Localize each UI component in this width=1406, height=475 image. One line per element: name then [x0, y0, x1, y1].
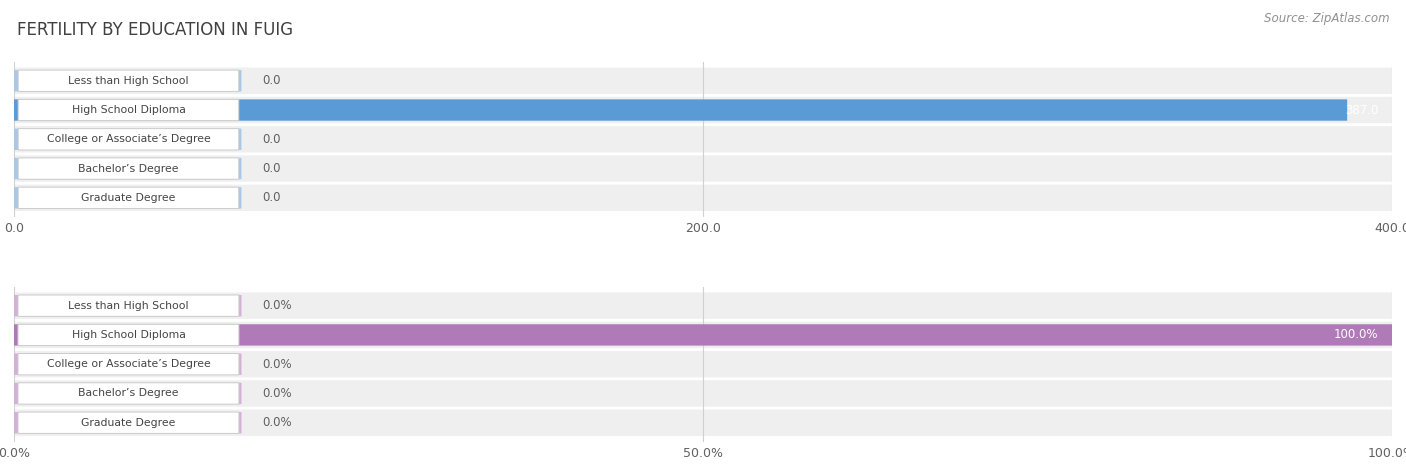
FancyBboxPatch shape: [14, 353, 242, 375]
Text: 0.0%: 0.0%: [262, 387, 291, 400]
Text: Graduate Degree: Graduate Degree: [82, 193, 176, 203]
FancyBboxPatch shape: [14, 380, 1392, 407]
FancyBboxPatch shape: [14, 155, 1392, 182]
Text: 0.0%: 0.0%: [262, 358, 291, 370]
FancyBboxPatch shape: [18, 295, 239, 316]
Text: 0.0: 0.0: [262, 133, 281, 146]
Text: 0.0: 0.0: [262, 74, 281, 87]
FancyBboxPatch shape: [14, 293, 1392, 319]
Text: 0.0%: 0.0%: [262, 299, 291, 312]
FancyBboxPatch shape: [14, 70, 242, 92]
FancyBboxPatch shape: [18, 353, 239, 375]
FancyBboxPatch shape: [18, 324, 239, 346]
FancyBboxPatch shape: [14, 99, 1347, 121]
FancyBboxPatch shape: [14, 295, 242, 316]
FancyBboxPatch shape: [18, 158, 239, 179]
Text: College or Associate’s Degree: College or Associate’s Degree: [46, 359, 211, 369]
Text: 0.0%: 0.0%: [262, 416, 291, 429]
FancyBboxPatch shape: [14, 129, 242, 150]
Text: High School Diploma: High School Diploma: [72, 105, 186, 115]
FancyBboxPatch shape: [14, 158, 242, 179]
FancyBboxPatch shape: [14, 126, 1392, 152]
Text: College or Associate’s Degree: College or Associate’s Degree: [46, 134, 211, 144]
Text: 100.0%: 100.0%: [1334, 328, 1378, 342]
FancyBboxPatch shape: [18, 187, 239, 209]
Text: Graduate Degree: Graduate Degree: [82, 418, 176, 428]
FancyBboxPatch shape: [14, 409, 1392, 436]
FancyBboxPatch shape: [14, 383, 242, 404]
Text: 0.0: 0.0: [262, 191, 281, 204]
FancyBboxPatch shape: [14, 185, 1392, 211]
FancyBboxPatch shape: [18, 129, 239, 150]
Text: 387.0: 387.0: [1344, 104, 1378, 116]
FancyBboxPatch shape: [14, 351, 1392, 377]
Text: 0.0: 0.0: [262, 162, 281, 175]
Text: High School Diploma: High School Diploma: [72, 330, 186, 340]
FancyBboxPatch shape: [18, 99, 239, 121]
Text: Source: ZipAtlas.com: Source: ZipAtlas.com: [1264, 12, 1389, 25]
FancyBboxPatch shape: [18, 70, 239, 92]
Text: Less than High School: Less than High School: [69, 301, 188, 311]
Text: Less than High School: Less than High School: [69, 76, 188, 86]
FancyBboxPatch shape: [14, 67, 1392, 94]
FancyBboxPatch shape: [14, 322, 1392, 348]
Text: Bachelor’s Degree: Bachelor’s Degree: [79, 389, 179, 399]
FancyBboxPatch shape: [14, 187, 242, 209]
Text: Bachelor’s Degree: Bachelor’s Degree: [79, 163, 179, 173]
Text: FERTILITY BY EDUCATION IN FUIG: FERTILITY BY EDUCATION IN FUIG: [17, 21, 292, 39]
FancyBboxPatch shape: [14, 324, 1392, 346]
FancyBboxPatch shape: [14, 412, 242, 433]
FancyBboxPatch shape: [18, 383, 239, 404]
FancyBboxPatch shape: [18, 412, 239, 433]
FancyBboxPatch shape: [14, 97, 1392, 123]
